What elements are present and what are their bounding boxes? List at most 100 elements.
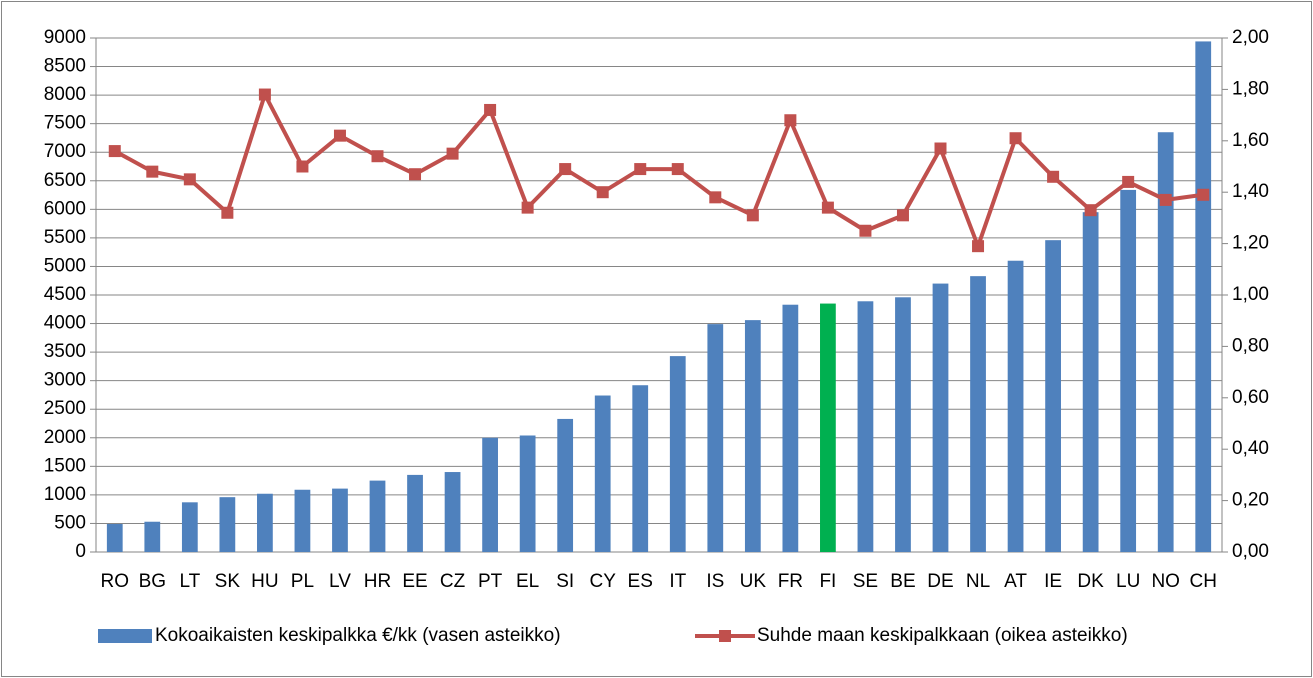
marker [1084,204,1097,217]
bar [106,524,123,552]
bar [369,480,386,552]
bar [407,474,423,552]
marker [1122,175,1135,188]
bar [820,303,836,552]
y2-tick-label: 1,40 [1232,181,1269,202]
marker [484,103,497,116]
y2-tick-label: 1,20 [1232,233,1269,254]
x-tick-label: CY [589,571,616,592]
x-tick-label: FR [778,571,803,592]
marker [896,209,909,222]
bar [219,497,236,552]
x-tick-label: RO [101,571,130,592]
bar [744,320,761,552]
bar [707,324,724,552]
bar [1195,41,1212,552]
bar [932,283,949,552]
marker [1159,193,1172,206]
bar [1157,132,1174,552]
x-tick-label: PL [291,571,314,592]
y2-tick-label: 1,00 [1232,284,1269,305]
marker [333,129,346,142]
y-tick-label: 1500 [44,455,86,476]
y2-tick-label: 0,00 [1232,541,1269,562]
y-tick-label: 8000 [44,84,86,105]
y-tick-label: 0 [75,541,86,562]
y-tick-label: 5500 [44,227,86,248]
y2-tick-label: 0,40 [1232,438,1269,459]
y-tick-label: 1000 [44,484,86,505]
x-tick-label: NL [966,571,990,592]
marker [108,145,121,158]
x-tick-label: SE [853,571,878,592]
x-tick-label: HR [364,571,391,592]
y2-tick-label: 2,00 [1232,27,1269,48]
legend-marker [719,630,731,642]
bar [1082,212,1099,552]
marker [446,147,459,160]
marker [671,163,684,176]
legend-label: Suhde maan keskipalkkaan (oikea asteikko… [757,625,1128,646]
y-tick-label: 500 [54,512,86,533]
bar [857,301,874,552]
marker [784,114,797,127]
y-tick-label: 6000 [44,198,86,219]
x-tick-label: IT [669,571,686,592]
y-tick-label: 3500 [44,341,86,362]
x-tick-label: DE [927,571,953,592]
bar [557,418,574,552]
y2-tick-label: 0,60 [1232,387,1269,408]
marker [1047,170,1060,183]
marker [371,150,384,163]
x-tick-label: PT [478,571,503,592]
marker [221,206,234,219]
bar [782,304,799,552]
x-tick-label: CH [1190,571,1217,592]
y2-tick-label: 0,20 [1232,490,1269,511]
marker [146,165,159,178]
bar [257,493,273,552]
y-tick-label: 5000 [44,255,86,276]
x-tick-label: SI [556,571,574,592]
y-tick-label: 7000 [44,141,86,162]
x-tick-label: CZ [440,571,466,592]
y-tick-label: 2500 [44,398,86,419]
y-tick-label: 7500 [44,113,86,134]
marker [559,163,572,176]
marker [1009,132,1022,145]
x-tick-label: IE [1044,571,1062,592]
bar [632,385,649,552]
y-tick-label: 3000 [44,370,86,391]
bar [669,356,686,552]
x-tick-label: SK [215,571,241,592]
x-tick-label: FI [819,571,836,592]
x-tick-label: HU [251,571,278,592]
x-tick-label: LV [329,571,351,592]
bar [332,488,348,552]
bar [1120,189,1137,552]
marker [296,160,309,173]
marker [409,168,422,181]
marker [1197,188,1210,201]
y2-tick-label: 1,60 [1232,130,1269,151]
y-tick-label: 4000 [44,313,86,334]
marker [596,186,609,199]
legend-label: Kokoaikaisten keskipalkka €/kk (vasen as… [155,625,561,646]
line [113,92,1204,249]
bar [519,435,536,552]
marker [746,209,759,222]
marker [634,163,647,176]
x-tick-label: ES [628,571,653,592]
bar [482,437,498,552]
y-tick-label: 4500 [44,284,86,305]
bar [594,395,611,552]
x-tick-label: NO [1151,571,1180,592]
y-tick-label: 9000 [44,27,86,48]
x-tick-label: BE [890,571,915,592]
marker [183,173,196,186]
marker [521,201,534,214]
x-tick-label: LT [179,571,200,592]
y2-tick-label: 1,80 [1232,78,1269,99]
bar [1045,240,1061,552]
